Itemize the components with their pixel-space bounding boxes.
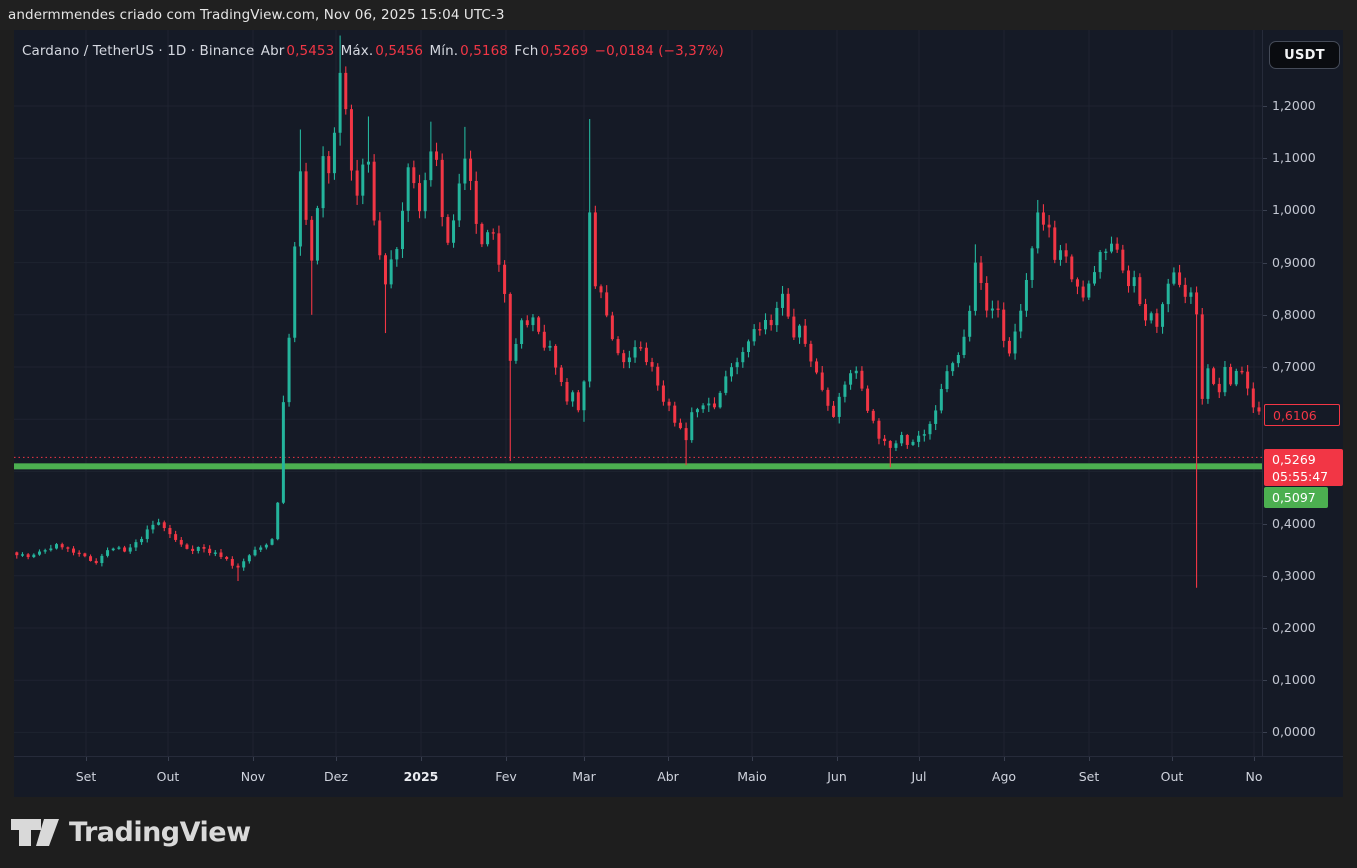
legend-part: Mín. xyxy=(425,43,459,59)
time-axis-label: Dez xyxy=(324,769,348,784)
bar-countdown: 05:55:47 xyxy=(1272,468,1329,484)
last-bar-price-label: 0,6106 xyxy=(1264,404,1340,426)
legend-part: 0,5456 xyxy=(375,43,424,59)
price-axis-label: 0,3000 xyxy=(1272,567,1316,583)
price-axis-tick xyxy=(1263,523,1267,525)
price-axis-tick xyxy=(1263,314,1267,316)
time-axis-tick xyxy=(168,757,169,761)
price-axis-tick xyxy=(1263,628,1267,629)
price-axis-tick xyxy=(1263,680,1267,682)
chart-pane[interactable]: Cardano / TetherUS · 1D · Binance Abr 0,5… xyxy=(14,30,1262,756)
price-axis-label: 0,9000 xyxy=(1272,254,1316,270)
time-axis-tick xyxy=(1172,757,1173,761)
price-axis-tick xyxy=(1263,575,1267,577)
time-axis-tick xyxy=(421,757,422,761)
legend-part: Abr xyxy=(256,43,285,59)
time-axis-tick xyxy=(253,757,254,761)
price-axis-tick xyxy=(1263,732,1267,734)
time-axis[interactable]: Set Out Nov Dez 2025 Fev Mar Abr Maio Jun Jul Ago Se… xyxy=(14,756,1343,797)
legend-part: 0,5269 xyxy=(540,43,589,59)
legend-part: Máx. xyxy=(336,43,374,59)
time-axis-label: Maio xyxy=(737,769,767,784)
time-axis-label: Nov xyxy=(240,769,266,784)
price-axis-label: 0,0000 xyxy=(1272,724,1316,740)
time-axis-label: Jun xyxy=(827,769,847,784)
legend-part: 0,5168 xyxy=(460,43,508,59)
price-axis-tick xyxy=(1263,367,1267,368)
time-axis-label: Jul xyxy=(911,769,927,784)
legend-part: −0,0184 (−3,37%) xyxy=(590,43,724,59)
footer-bar: TradingView xyxy=(0,797,1357,868)
price-axis-tick xyxy=(1263,262,1267,264)
screenshot-caption-bar: andermmendes criado com TradingView.com,… xyxy=(0,0,1357,30)
price-axis-label: 0,1000 xyxy=(1272,672,1316,688)
time-axis-tick xyxy=(668,757,669,761)
time-axis-tick xyxy=(837,757,838,761)
candlestick-chart[interactable] xyxy=(14,30,1262,756)
currency-toggle-button[interactable]: USDT xyxy=(1269,41,1340,69)
time-axis-label: No xyxy=(1245,769,1263,784)
price-axis-label: 0,4000 xyxy=(1272,515,1316,531)
candles xyxy=(15,35,1261,588)
time-axis-tick xyxy=(1004,757,1005,761)
caption-text: andermmendes criado com TradingView.com,… xyxy=(8,7,505,23)
level-line-price-label: 0,5097 xyxy=(1264,487,1328,508)
legend-part: Fch xyxy=(510,43,539,59)
tradingview-logo-text[interactable]: TradingView xyxy=(69,817,251,848)
current-price-label: 0,5269 05:55:47 xyxy=(1264,449,1343,486)
time-axis-label: Set xyxy=(1078,769,1100,784)
time-axis-label: Out xyxy=(1160,769,1184,784)
price-axis-tick xyxy=(1263,158,1267,160)
price-axis-label: 1,0000 xyxy=(1272,202,1316,218)
time-axis-tick xyxy=(86,757,87,761)
time-axis-tick xyxy=(1089,757,1090,761)
price-axis-label: 1,2000 xyxy=(1272,98,1316,113)
price-axis-label: 0,8000 xyxy=(1272,306,1316,322)
price-axis-label: 0,2000 xyxy=(1272,620,1316,635)
tradingview-logo-icon[interactable] xyxy=(11,819,59,846)
price-axis-label: 0,7000 xyxy=(1272,359,1316,374)
time-axis-label: Out xyxy=(156,769,180,784)
horizontal-level-line[interactable] xyxy=(14,463,1262,470)
time-axis-tick xyxy=(506,757,507,761)
price-axis-tick xyxy=(1263,106,1267,107)
grid xyxy=(14,30,1262,756)
price-axis-label: 1,1000 xyxy=(1272,150,1316,166)
time-axis-label: Mar xyxy=(572,769,596,784)
time-axis-tick xyxy=(919,757,920,761)
time-axis-label: Set xyxy=(75,769,97,784)
legend-part: 0,5453 xyxy=(286,43,335,59)
price-axis[interactable]: USDT 0,6106 0,5269 05:55:47 0,5097 1,200… xyxy=(1262,30,1343,756)
legend-part: Cardano / TetherUS · 1D · Binance xyxy=(22,43,255,59)
time-axis-tick xyxy=(584,757,585,761)
time-axis-tick xyxy=(1254,757,1255,761)
current-price-value: 0,5269 xyxy=(1272,451,1316,467)
symbol-legend[interactable]: Cardano / TetherUS · 1D · Binance Abr 0,5… xyxy=(22,43,726,61)
time-axis-label: Fev xyxy=(495,769,517,784)
tradingview-chart-widget: Cardano / TetherUS · 1D · Binance Abr 0,5… xyxy=(14,30,1343,797)
time-axis-tick xyxy=(752,757,753,761)
time-axis-tick xyxy=(336,757,337,761)
time-axis-label: Abr xyxy=(657,769,679,784)
time-axis-label: Ago xyxy=(991,769,1017,784)
price-axis-tick xyxy=(1263,210,1267,212)
time-axis-label: 2025 xyxy=(403,769,439,784)
